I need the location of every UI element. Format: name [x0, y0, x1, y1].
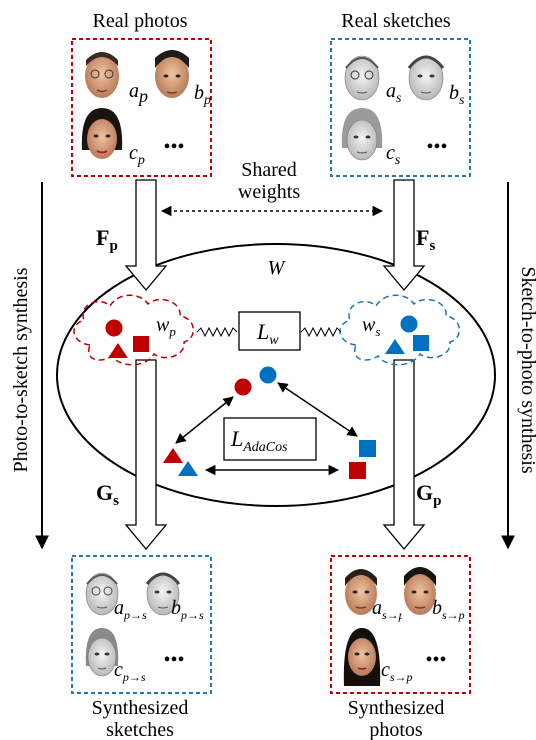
spring-left: [196, 326, 238, 338]
synth-sketches-title-line2: sketches: [106, 719, 174, 740]
label-a-p: ap: [129, 80, 148, 106]
photo-face-c: [80, 108, 124, 169]
center-sketch-circle: [259, 366, 277, 384]
sketch-latent-cloud: [339, 294, 460, 366]
synth-sketch-face-b: [145, 572, 181, 616]
center-photo-square: [349, 462, 366, 479]
ellipsis-real-sketches: •••: [426, 136, 447, 158]
decoder-photo-label: Gp: [416, 480, 441, 509]
label-c-p: cp: [129, 142, 145, 168]
photo-cloud-triangle: [108, 343, 128, 358]
ellipsis-synth-photos: •••: [425, 649, 446, 671]
center-photo-triangle: [163, 448, 183, 463]
encoder-sketch-arrow: [382, 179, 426, 292]
cloud-sketch-label: ws: [362, 314, 380, 339]
photo-cloud-square: [133, 336, 149, 352]
latent-space-ellipse: [56, 243, 496, 507]
encoder-sketch-label: Fs: [416, 225, 435, 254]
photo-face-a: [80, 49, 124, 105]
photo-latent-cloud: [73, 294, 194, 366]
loss-adacos-box: [223, 417, 317, 461]
synth-sketch-face-c: [85, 628, 119, 677]
cloud-photo-label: wp: [156, 314, 176, 339]
real-sketches-frame: [330, 38, 471, 177]
side-label-sketch-to-photo: Sketch-to-photo synthesis: [517, 266, 536, 473]
sketch-face-c: [341, 108, 383, 161]
shared-weights-line2: weights: [238, 181, 300, 203]
photo-face-b: [150, 49, 194, 105]
sketch-cloud-square: [413, 335, 429, 351]
ellipsis-real-photos: •••: [163, 136, 184, 158]
ellipsis-synth-sketches: •••: [163, 649, 184, 671]
decoder-sketch-arrow: [124, 359, 168, 551]
synth-photo-face-c: [343, 628, 381, 686]
synth-photos-frame: [330, 555, 471, 694]
label-a-sp: as→p: [372, 597, 405, 622]
loss-adacos-label: LAdaCos: [230, 426, 288, 455]
synth-sketches-frame: [71, 555, 212, 694]
decoder-photo-arrow: [382, 359, 426, 551]
encoder-photo-arrow: [124, 179, 168, 292]
sketch-cloud-triangle: [385, 339, 405, 354]
sketch-cloud-circle: [400, 315, 418, 333]
synth-photo-face-b: [402, 565, 442, 621]
label-b-s: bs: [449, 82, 465, 108]
label-b-p: bp: [194, 82, 211, 108]
real-sketches-title: Real sketches: [341, 10, 451, 32]
synth-photos-title-line2: photos: [369, 719, 423, 740]
shared-weights-line1: Shared: [241, 159, 297, 181]
label-a-ps: ap→s: [114, 597, 147, 622]
loss-w-label: Lw: [256, 319, 279, 348]
synth-photos-title-line1: Synthesized: [348, 697, 445, 719]
real-photos-frame: [71, 38, 212, 177]
label-b-ps: bp→s: [171, 597, 204, 622]
synth-sketch-face-a: [85, 572, 119, 616]
side-label-photo-to-sketch: Photo-to-sketch synthesis: [10, 267, 32, 472]
label-c-ps: cp→s: [114, 659, 146, 684]
label-b-sp: bs→p: [432, 597, 465, 622]
sketch-face-a: [344, 55, 380, 101]
sketch-face-b: [407, 55, 445, 101]
label-c-sp: cs→p: [381, 659, 413, 684]
real-photos-title: Real photos: [93, 10, 188, 32]
label-c-s: cs: [386, 142, 401, 168]
adacos-arrow-circle-triangle: [175, 396, 234, 444]
spring-right: [300, 326, 342, 338]
encoder-photo-label: Fp: [96, 225, 118, 254]
photo-cloud-circle: [105, 319, 123, 337]
latent-space-label: W: [268, 257, 287, 279]
decoder-sketch-label: Gs: [96, 480, 119, 509]
adacos-arrow-circle-square: [277, 382, 358, 437]
center-photo-circle: [234, 378, 252, 396]
synth-sketches-title-line1: Synthesized: [92, 697, 189, 719]
synth-photo-face-a: [341, 565, 381, 621]
label-a-s: as: [386, 80, 402, 106]
center-sketch-triangle: [178, 461, 198, 476]
center-sketch-square: [359, 440, 376, 457]
loss-w-box: [238, 311, 301, 351]
